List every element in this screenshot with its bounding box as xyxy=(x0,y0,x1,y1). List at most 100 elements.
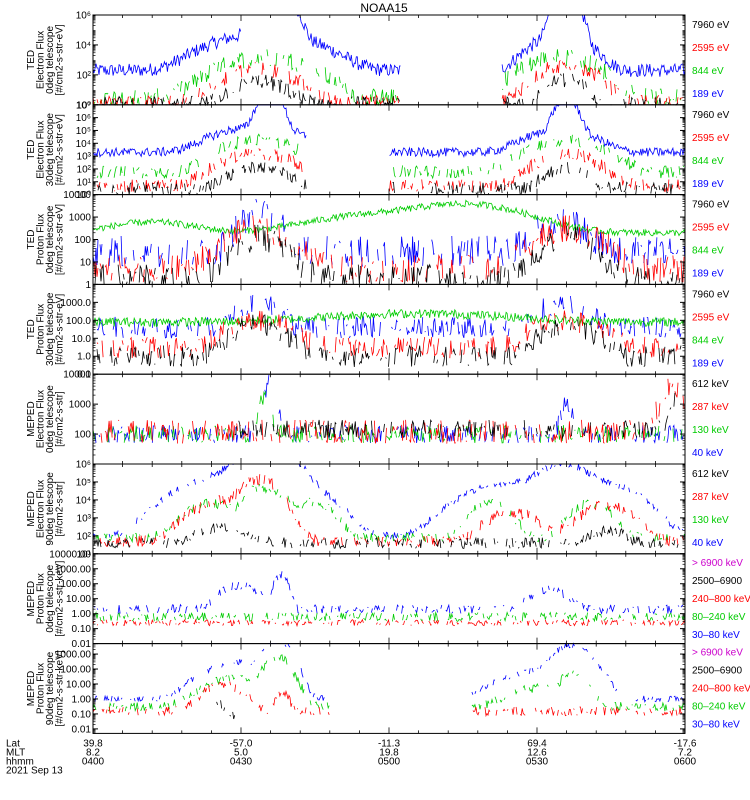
y-tick-label: 10¹ xyxy=(77,177,92,188)
figure-title: NOAA15 xyxy=(360,1,408,15)
y-tick-label: 1 xyxy=(85,280,91,291)
y-tick-label: 10³ xyxy=(77,513,92,524)
legend-item: 30–80 keV xyxy=(692,720,740,731)
y-tick-label: 0.01 xyxy=(72,639,92,650)
y-tick-label: 1000.00 xyxy=(55,564,92,575)
legend-item: 189 eV xyxy=(692,89,724,100)
x-tick-label-lat: -11.3 xyxy=(378,738,400,749)
x-tick-label-mlt: 5.0 xyxy=(234,747,248,758)
y-axis-label: TEDElectron Flux0deg telescope[#/cm2-s-s… xyxy=(26,24,66,95)
series-844-ev xyxy=(96,133,685,180)
x-row-label: MLT xyxy=(6,747,25,758)
y-tick-label: 10⁵ xyxy=(76,126,91,137)
series-189-ev xyxy=(97,295,685,338)
y-tick-label: 1.00 xyxy=(72,609,92,620)
panel-7: 0.01 0.10 1.00 10.00 100.00 1000.00 10000.00ME… xyxy=(26,549,750,650)
legend-item: 40 keV xyxy=(692,538,723,549)
series-287-kev xyxy=(99,474,685,548)
y-tick-label: 10⁴ xyxy=(76,40,91,51)
panel-8: 0.01 0.10 1.00 10.00 100.00 1000.00MEPEDProto… xyxy=(26,642,750,735)
y-tick-label: 0.1 xyxy=(77,370,91,381)
legend-item: 130 keV xyxy=(692,425,729,436)
y-tick-label: 10000 xyxy=(63,190,91,201)
legend-item: 2500–6900 xyxy=(692,666,742,677)
x-tick-label-hhmm: 0530 xyxy=(526,756,549,767)
y-tick-label: 10000 xyxy=(63,370,91,381)
legend-item: 240–800 keV xyxy=(692,684,750,695)
series-7960-ev xyxy=(98,162,685,194)
y-tick-label: 100.00 xyxy=(60,665,91,676)
series-189-ev xyxy=(92,14,686,78)
y-tick-label: 1000.00 xyxy=(55,650,92,661)
legend-item: 7960 eV xyxy=(692,200,730,211)
legend-item: 7960 eV xyxy=(692,20,730,31)
y-tick-label: 1000 xyxy=(69,213,92,224)
y-tick-label: 1000 xyxy=(69,400,92,411)
y-axis-label: TEDProton Flux0deg telescope[#/cm2-s-str… xyxy=(26,204,66,275)
y-tick-label: 0.10 xyxy=(72,709,92,720)
series-30-80-kev xyxy=(94,571,685,613)
y-axis-label: MEPEDProton Flux0deg telescope[#/cm2-s-s… xyxy=(26,560,66,636)
legend-item: 189 eV xyxy=(692,179,724,190)
x-tick-label-hhmm: 0430 xyxy=(230,756,253,767)
series-2595-ev xyxy=(93,60,685,104)
series-240-800-kev xyxy=(93,681,684,715)
legend-item: 7960 eV xyxy=(692,289,730,300)
x-tick-label-hhmm: 0500 xyxy=(378,756,401,767)
y-tick-label: 100 xyxy=(74,430,91,441)
y-tick-label: 10⁶ xyxy=(76,11,91,22)
x-tick-label-hhmm: 0600 xyxy=(674,756,697,767)
y-tick-label: 1000.0 xyxy=(60,298,91,309)
y-axis-label: MEPEDProton Flux90deg telescope[#/cm2-s-… xyxy=(26,650,66,726)
legend-item: 844 eV xyxy=(692,66,724,77)
y-tick-label: 1.0 xyxy=(77,352,91,363)
series-844-ev xyxy=(92,308,686,328)
y-tick-label: 10000.00 xyxy=(49,549,91,560)
legend-item: 80–240 keV xyxy=(692,702,746,713)
x-tick-label-lat: 39.8 xyxy=(83,738,103,749)
series-2595-ev xyxy=(97,311,682,359)
y-tick-label: 10⁰ xyxy=(76,190,91,201)
y-tick-label: 10.0 xyxy=(72,334,92,345)
x-row-label: hhmm xyxy=(6,756,34,767)
y-axis-label: MEPEDElectron Flux0deg telescope[#/cm2-s… xyxy=(26,385,66,453)
legend-item: 2595 eV xyxy=(692,133,730,144)
series-2595-ev xyxy=(92,215,685,284)
legend-item: 612 keV xyxy=(692,379,729,390)
y-tick-label: 10.00 xyxy=(66,594,91,605)
x-tick-label-mlt: 7.2 xyxy=(678,747,692,758)
y-axis-label: TEDElectron Flux30deg telescope[#/cm2-s-… xyxy=(26,113,66,187)
y-axis-label: MEPEDElectron Flux90deg telescope[#/cm2-… xyxy=(26,472,66,546)
y-tick-label: 10³ xyxy=(77,152,92,163)
legend-item: 287 keV xyxy=(692,402,729,413)
panel-5: 100 1000 10000 MEPEDElectron Flux0deg teles… xyxy=(26,370,729,465)
legend-item: 2500–6900 xyxy=(692,576,742,587)
y-tick-label: 10⁴ xyxy=(76,139,91,150)
series-2500-6900 xyxy=(216,700,236,720)
y-tick-label: 10⁵ xyxy=(76,477,91,488)
panel-6: 10¹ 10² 10³ 10⁴ 10⁵ 10⁶ MEPEDElectron Flux90de… xyxy=(26,460,729,561)
x-tick-label-mlt: 19.8 xyxy=(379,747,399,758)
panel-frame xyxy=(92,643,686,734)
legend-item: 844 eV xyxy=(692,156,724,167)
series-80-240-kev xyxy=(92,654,686,712)
panel-3: 1 10 100 1000 10000 TEDProton Flux0deg telesc… xyxy=(26,190,730,291)
y-axis-label: TEDProton Flux30deg telescope[#/cm2-s-st… xyxy=(26,292,66,366)
x-tick-label-lat: 69.4 xyxy=(527,738,547,749)
panel-frame xyxy=(92,373,686,465)
legend-item: 2595 eV xyxy=(692,312,730,323)
panel-frame xyxy=(92,553,686,645)
y-tick-label: 10⁴ xyxy=(76,495,91,506)
legend-item: 2595 eV xyxy=(692,223,730,234)
series-30-80-kev xyxy=(94,642,685,703)
y-tick-label: 10² xyxy=(77,531,92,542)
legend-item: > 6900 keV xyxy=(692,648,743,659)
series-80-240-kev xyxy=(92,611,686,623)
series-189-ev xyxy=(92,104,686,159)
series-130-kev xyxy=(95,483,686,544)
legend-item: 7960 eV xyxy=(692,110,730,121)
y-tick-label: 10⁶ xyxy=(76,113,91,124)
